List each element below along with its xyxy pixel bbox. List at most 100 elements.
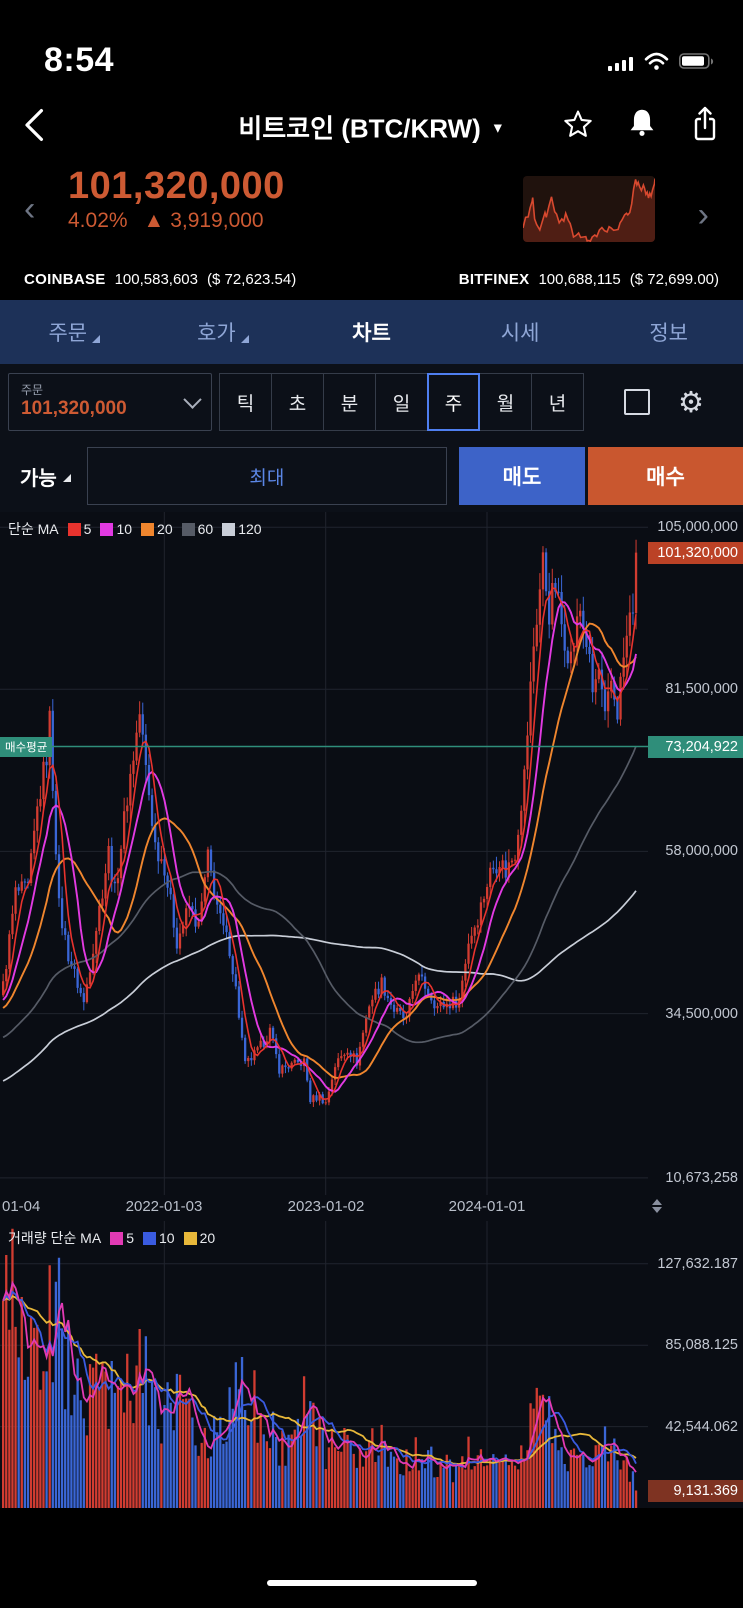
exchange-coinbase: COINBASE 100,583,603 ($ 72,623.54) xyxy=(24,271,296,288)
timeframe-week[interactable]: 주 xyxy=(427,373,480,431)
volume-bars xyxy=(2,1228,638,1508)
coin-title-dropdown[interactable]: 비트코인 (BTC/KRW) ▼ xyxy=(238,109,504,146)
price-sparkline xyxy=(523,176,655,242)
order-price-value: 101,320,000 xyxy=(21,397,127,419)
order-label: 주문 xyxy=(21,383,44,398)
status-bar: 8:54 xyxy=(0,0,743,88)
timeframe-day[interactable]: 일 xyxy=(375,373,428,431)
up-arrow-icon: ▲ xyxy=(143,209,165,233)
back-button[interactable] xyxy=(18,101,54,154)
x-tick: 2023-01-02 xyxy=(287,1198,365,1215)
ma10-color-chip xyxy=(100,522,114,536)
grid-lines xyxy=(0,1221,648,1508)
bottom-safe-area xyxy=(0,1508,743,1608)
volume-ma5-line xyxy=(2,1280,637,1473)
home-indicator[interactable] xyxy=(266,1580,477,1586)
price-axis-label: 34,500,000 xyxy=(665,1005,738,1022)
submenu-triangle-icon xyxy=(92,335,101,343)
price-axis-label: 10,673,258 xyxy=(665,1169,738,1186)
ma120-color-chip xyxy=(222,522,236,536)
tab-info[interactable]: 정보 xyxy=(649,322,688,345)
share-button[interactable] xyxy=(685,104,725,151)
tab-chart[interactable]: 차트 xyxy=(352,322,391,345)
favorite-star-button[interactable] xyxy=(557,104,599,151)
chart-settings-button[interactable]: ⚙ xyxy=(669,380,713,424)
page-title: 비트코인 (BTC/KRW) xyxy=(238,113,481,144)
wifi-icon xyxy=(644,52,669,76)
chart-style-button[interactable] xyxy=(615,380,659,424)
submenu-triangle-icon xyxy=(62,473,71,482)
price-chart-svg[interactable] xyxy=(0,512,648,1195)
x-tick: 01-04 xyxy=(2,1198,41,1215)
prev-coin-chevron[interactable]: ‹ xyxy=(24,190,36,228)
main-tab-bar: 주문 호가 차트 시세 정보 xyxy=(0,300,743,364)
buy-average-badge: 73,204,922 xyxy=(648,735,743,758)
timeframe-year[interactable]: 년 xyxy=(531,373,584,431)
chart-controls-row: 주문 101,320,000 틱 초 분 일 주 월 년 ⚙ xyxy=(0,364,743,440)
alert-bell-button[interactable] xyxy=(623,104,661,151)
exchange-comparison-row: COINBASE 100,583,603 ($ 72,623.54) BITFI… xyxy=(0,258,743,300)
tab-market[interactable]: 시세 xyxy=(500,322,540,345)
gear-icon: ⚙ xyxy=(678,386,704,419)
chevron-down-icon: ▼ xyxy=(490,119,505,135)
max-button[interactable]: 최대 xyxy=(86,447,447,505)
exchange-name: BITFINEX xyxy=(458,270,530,288)
candles xyxy=(2,539,638,1107)
exchange-name: COINBASE xyxy=(24,270,106,288)
timeframe-second[interactable]: 초 xyxy=(271,373,324,431)
tab-quotes[interactable]: 호가 xyxy=(149,300,298,364)
volume-axis-label: 127,632.187 xyxy=(657,1255,738,1272)
available-dropdown[interactable]: 가능 xyxy=(20,462,71,491)
volume-legend-title: 거래량 단순 MA xyxy=(8,1230,102,1246)
volume-chart-svg[interactable] xyxy=(0,1221,648,1508)
vma20-color-chip xyxy=(183,1231,197,1245)
x-tick: 2024-01-01 xyxy=(448,1198,526,1215)
order-price-dropdown[interactable]: 주문 101,320,000 xyxy=(8,373,212,431)
exchange-price: 100,583,603 xyxy=(114,270,198,288)
ma20-line xyxy=(2,622,637,1079)
grid-lines xyxy=(0,512,648,1195)
sell-button[interactable]: 매도 xyxy=(459,447,585,505)
tab-order[interactable]: 주문 xyxy=(0,300,149,364)
price-axis-label: 81,500,000 xyxy=(665,681,738,698)
exchange-usd: ($ 72,699.00) xyxy=(629,270,719,288)
clock: 8:54 xyxy=(44,41,115,79)
price-axis-labels: 105,000,000 81,500,000 58,000,000 34,500,00… xyxy=(648,512,743,1195)
volume-axis-label: 85,088.125 xyxy=(665,1337,738,1354)
ma60-color-chip xyxy=(181,522,195,536)
battery-icon xyxy=(679,53,715,75)
axis-scale-icon[interactable] xyxy=(652,1199,662,1213)
timeframe-selector: 틱 초 분 일 주 월 년 xyxy=(219,373,584,431)
next-coin-chevron[interactable]: › xyxy=(697,196,709,234)
sparkline-svg xyxy=(523,178,655,242)
volume-chart-pane: 거래량 단순 MA 5 10 20 127,632.187 85,088.125 4… xyxy=(0,1221,743,1508)
volume-axis-label: 42,544.062 xyxy=(665,1418,738,1435)
x-axis-row: 01-04 2022-01-03 2023-01-02 2024-01-01 xyxy=(0,1195,743,1221)
buy-button[interactable]: 매수 xyxy=(588,447,743,505)
volume-ma20-line xyxy=(2,1295,637,1466)
ma10-line xyxy=(2,600,637,1093)
price-axis-label: 105,000,000 xyxy=(657,519,738,536)
square-icon xyxy=(624,389,650,415)
available-label: 가능 xyxy=(20,467,57,490)
current-volume-badge: 9,131.369 xyxy=(648,1479,743,1502)
ma20-color-chip xyxy=(141,522,155,536)
exchange-bitfinex: BITFINEX 100,688,115 ($ 72,699.00) xyxy=(459,271,719,288)
timeframe-minute[interactable]: 분 xyxy=(323,373,376,431)
ma-legend: 단순 MA 5 10 20 60 120 xyxy=(8,521,262,537)
current-price: 101,320,000 xyxy=(68,165,285,207)
change-amount: 3,919,000 xyxy=(170,209,264,233)
price-axis-label: 58,000,000 xyxy=(665,843,738,860)
ma5-line xyxy=(2,587,637,1100)
timeframe-tick[interactable]: 틱 xyxy=(219,373,272,431)
volume-ma10-line xyxy=(2,1290,637,1468)
current-price-badge: 101,320,000 xyxy=(648,541,743,564)
ma-legend-title: 단순 MA xyxy=(8,521,59,537)
cellular-signal-icon xyxy=(608,53,634,76)
trade-controls-row: 가능 최대 매도 매수 xyxy=(0,440,743,512)
timeframe-month[interactable]: 월 xyxy=(479,373,532,431)
vma5-color-chip xyxy=(110,1231,124,1245)
exchange-price: 100,688,115 xyxy=(538,270,621,288)
price-section: ‹ 101,320,000 4.02% ▲ 3,919,000 › xyxy=(0,165,743,258)
